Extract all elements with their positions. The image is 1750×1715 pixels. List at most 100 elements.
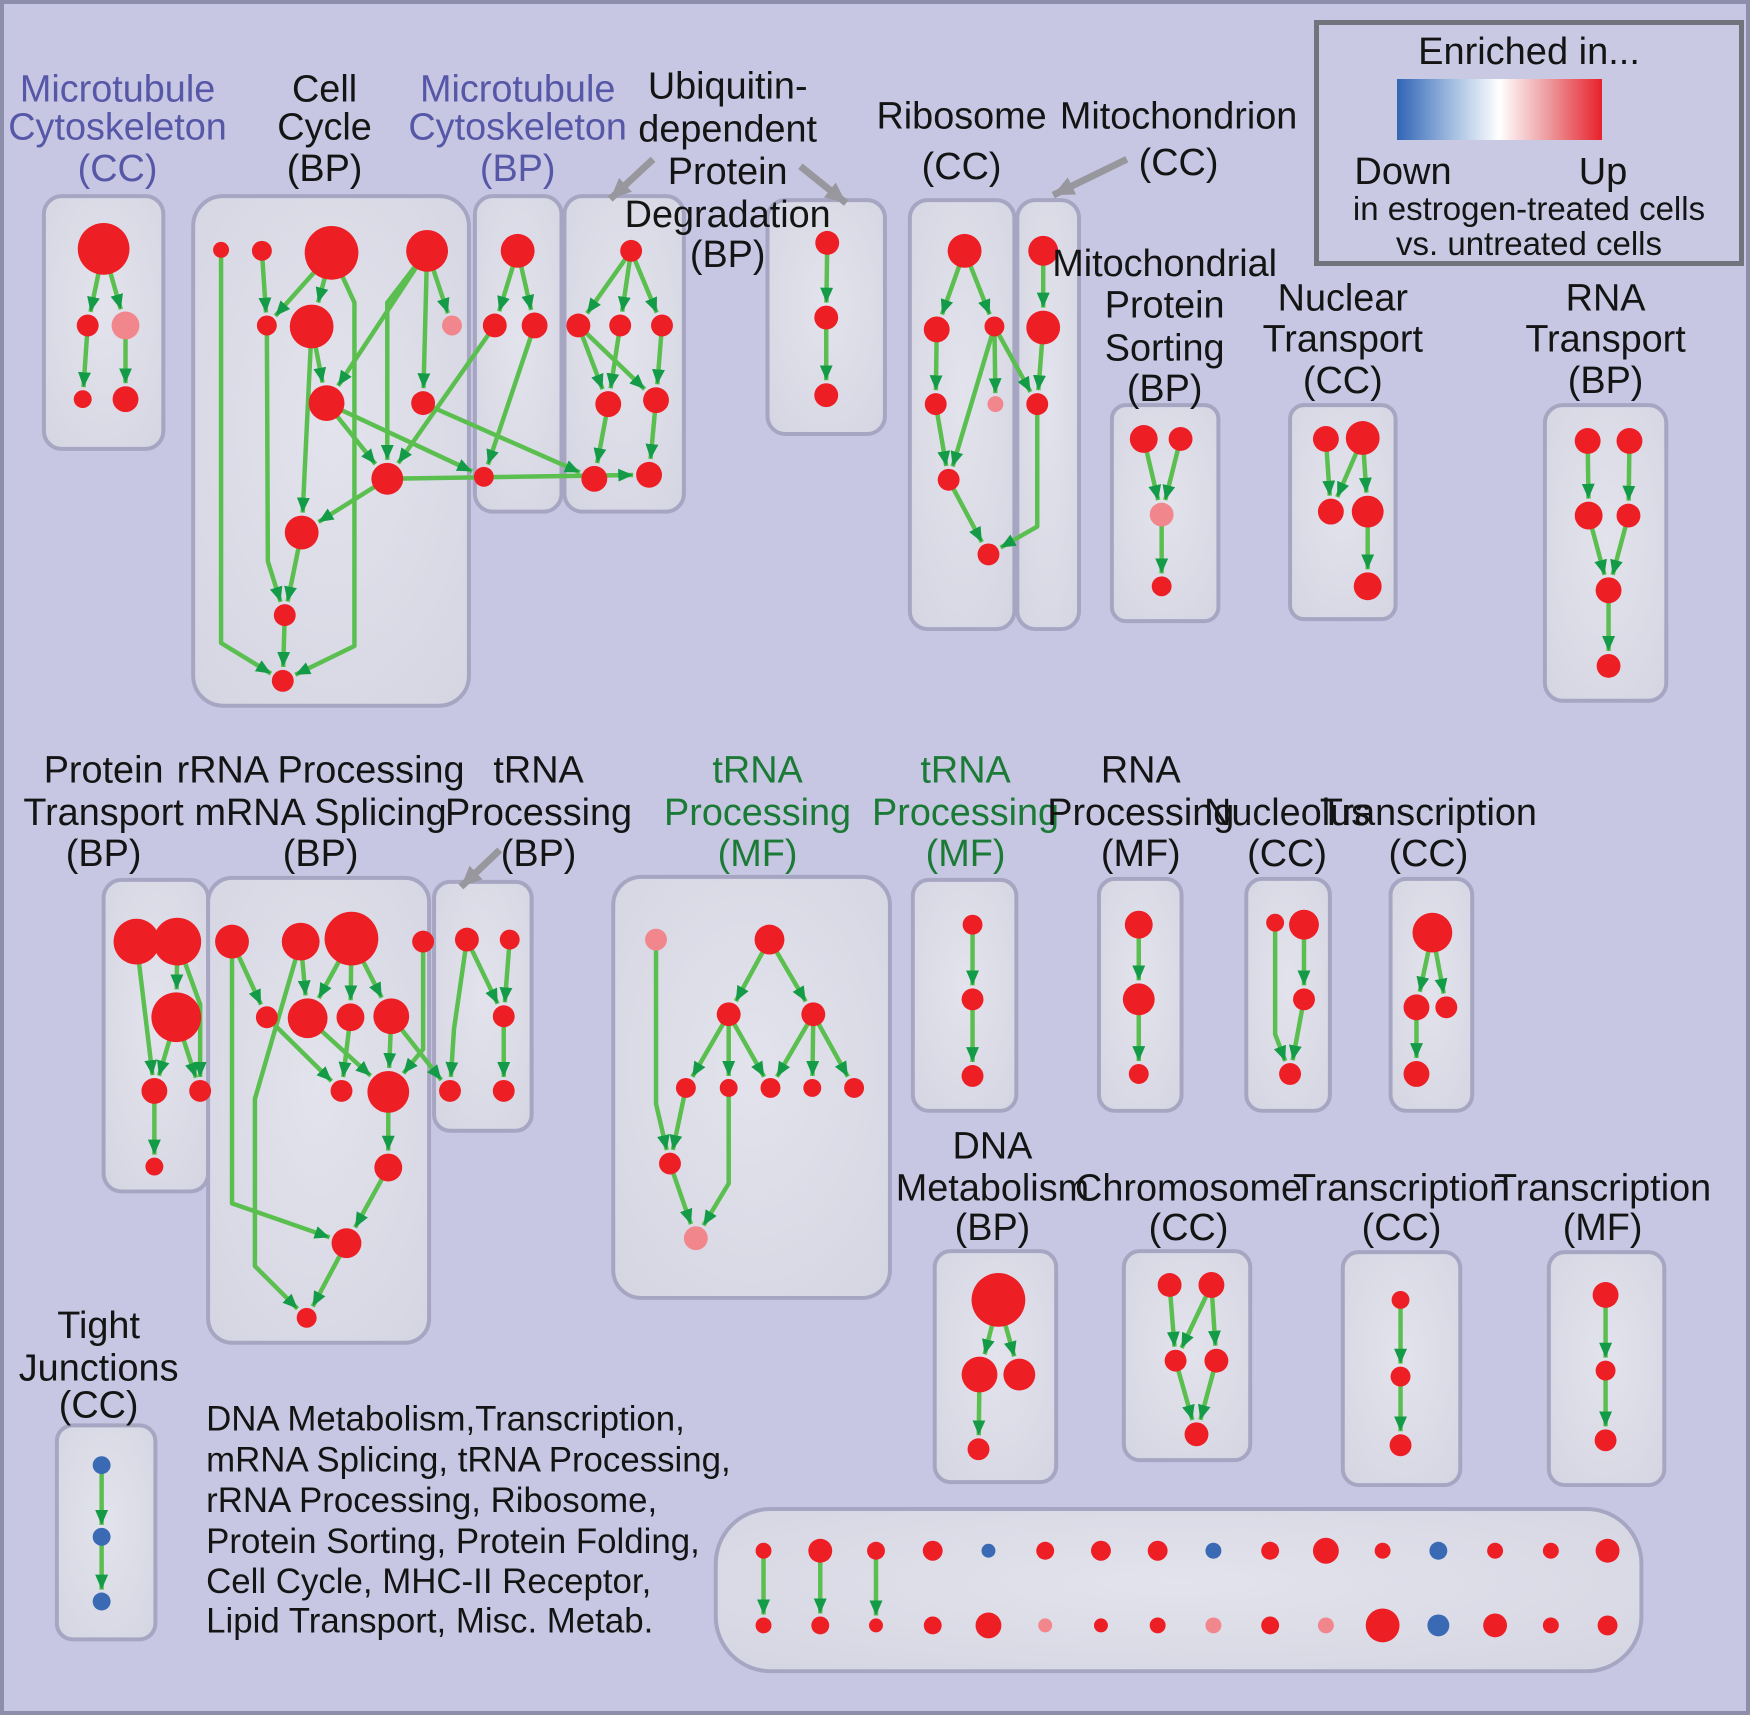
go-term-node — [1374, 1542, 1391, 1559]
ubiquitin-to-right-box-arrow — [798, 163, 849, 206]
rna-processing-mf-label-line-3: (MF) — [1101, 833, 1181, 875]
go-term-node — [808, 1538, 833, 1563]
misc-cluster-text-line-1: DNA Metabolism,Transcription, — [206, 1400, 685, 1439]
go-term-node — [922, 1540, 943, 1561]
cell-cycle-label-line-3: (BP) — [287, 148, 363, 190]
go-term-node — [814, 305, 839, 330]
transcription-cc-mid-label-line-1: Transcription — [1320, 792, 1537, 834]
go-term-node — [947, 233, 982, 268]
dna-metabolism-label-line-3: (BP) — [955, 1207, 1031, 1249]
go-term-node — [284, 515, 319, 550]
go-term-node — [1205, 1617, 1222, 1634]
go-term-node — [454, 927, 479, 952]
ribosome-label-line-2: (CC) — [922, 146, 1002, 188]
go-term-node — [811, 1616, 830, 1635]
go-term-node — [145, 1157, 164, 1176]
nuclear-transport-label-line-1: Nuclear — [1278, 278, 1408, 320]
go-term-node — [1204, 1348, 1229, 1373]
rna-processing-mf-label-line-1: RNA — [1101, 749, 1182, 791]
misc-cluster-text: DNA Metabolism,Transcription,mRNA Splici… — [206, 1400, 731, 1641]
go-term-node — [984, 316, 1005, 337]
go-term-node — [1266, 913, 1285, 932]
go-term-node — [1036, 1541, 1055, 1560]
go-term-node — [1487, 1542, 1504, 1559]
go-term-node — [961, 988, 984, 1011]
go-term-node — [1026, 393, 1049, 416]
go-term-node — [439, 1079, 461, 1102]
microtubule-bp-label-line-1: Microtubule — [420, 69, 615, 111]
transcription-mf-label-line-2: (MF) — [1563, 1207, 1643, 1249]
go-term-node — [1574, 428, 1601, 454]
go-term-node — [1157, 1273, 1182, 1297]
go-term-node — [1198, 1272, 1225, 1298]
edge-arrow — [690, 1013, 731, 1078]
go-term-node — [1028, 235, 1059, 266]
edge-arrow — [950, 325, 997, 468]
nucleolus-label: Nucleolus(CC) — [1204, 792, 1370, 875]
go-term-node — [153, 917, 202, 966]
go-term-node — [1168, 427, 1193, 451]
go-term-node — [1312, 1537, 1339, 1564]
go-term-node — [442, 315, 462, 336]
go-term-node — [1616, 503, 1641, 528]
tight-junctions-label-line-3: (CC) — [59, 1384, 139, 1426]
mito-sorting-label-line-2: Protein — [1105, 285, 1225, 327]
go-term-node — [1261, 1616, 1280, 1635]
go-term-node — [256, 315, 277, 336]
protein-transport-label-line-1: Protein — [44, 749, 164, 791]
go-term-node — [1279, 1063, 1302, 1085]
go-term-node — [521, 312, 548, 339]
go-term-node — [76, 314, 99, 337]
edge-arrow — [629, 249, 659, 314]
go-term-node — [482, 313, 507, 338]
go-term-node — [1595, 577, 1622, 604]
go-term-node — [111, 311, 140, 340]
go-term-node — [371, 462, 404, 495]
go-term-node — [981, 1543, 996, 1558]
misc-cluster-text-line-2: mRNA Splicing, tRNA Processing, — [206, 1440, 731, 1479]
legend-up-label: Up — [1578, 151, 1628, 193]
go-term-node — [271, 669, 294, 692]
trna-mf-small-label-line-2: Processing — [872, 792, 1059, 834]
go-term-node — [716, 1002, 741, 1027]
edge-arrow — [229, 941, 331, 1240]
go-term-node — [755, 1542, 772, 1559]
go-term-node — [151, 992, 202, 1043]
edge-arrow — [258, 250, 272, 313]
mitochondrion-label-arrow — [1051, 156, 1129, 199]
edge-arrow — [218, 249, 273, 676]
misc-cluster-text-line-4: Protein Sorting, Protein Folding, — [206, 1522, 700, 1561]
go-term-node — [1151, 576, 1172, 597]
go-term-node — [1390, 1366, 1411, 1387]
go-term-node — [1122, 983, 1155, 1016]
edge-arrow — [396, 324, 497, 465]
go-term-node — [1403, 994, 1430, 1021]
edge-arrow — [1272, 922, 1288, 1062]
edge-arrow — [669, 1087, 689, 1151]
go-term-node — [1597, 1615, 1618, 1636]
legend: Enriched in... Down Up in estrogen-treat… — [1314, 20, 1744, 266]
edge-arrow — [775, 1013, 816, 1078]
go-term-node — [374, 1153, 403, 1182]
go-term-node — [755, 1617, 772, 1634]
transcription-mf-label: Transcription(MF) — [1494, 1167, 1711, 1249]
go-term-node — [961, 1065, 984, 1087]
go-term-node — [651, 314, 673, 337]
go-term-node — [281, 922, 320, 961]
transcription-cc-bottom-label: Transcription(CC) — [1293, 1167, 1510, 1249]
protein-transport-label-line-3: (BP) — [66, 833, 142, 875]
go-term-node — [1147, 1540, 1168, 1561]
go-term-node — [962, 914, 983, 935]
go-term-node — [304, 225, 359, 280]
go-term-node — [331, 1228, 362, 1259]
transcription-cc-bottom-label-line-1: Transcription — [1293, 1167, 1510, 1209]
go-term-node — [1594, 1429, 1617, 1452]
go-term-node — [1293, 988, 1315, 1011]
legend-note-line1: in estrogen-treated cells — [1352, 190, 1706, 227]
tight-junctions-label-line-1: Tight — [57, 1305, 140, 1347]
